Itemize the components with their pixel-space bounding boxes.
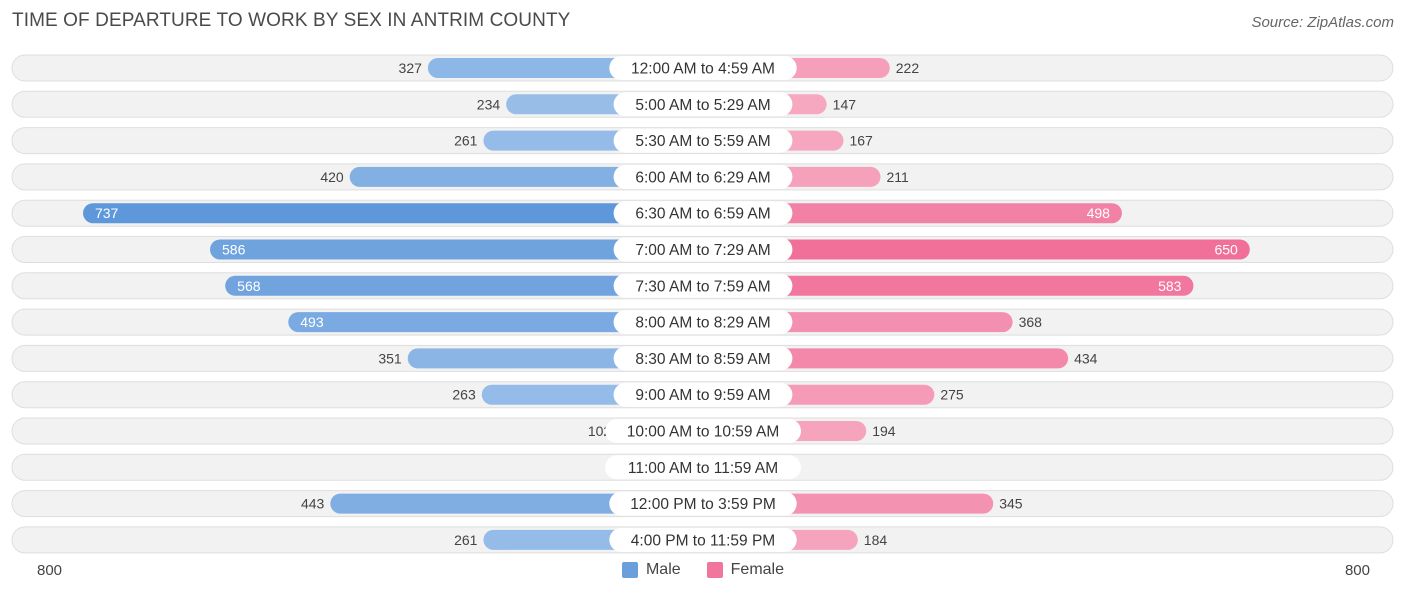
- legend-item-male[interactable]: Male: [621, 561, 681, 579]
- legend: Male Female: [0, 561, 1406, 579]
- category-text: 6:00 AM to 6:29 AM: [635, 169, 770, 186]
- category-text: 4:00 PM to 11:59 PM: [631, 532, 775, 549]
- value-label-male: 568: [237, 278, 261, 294]
- chart-title: TIME OF DEPARTURE TO WORK BY SEX IN ANTR…: [12, 10, 571, 31]
- legend-swatch-male: [621, 562, 638, 578]
- value-label-female: 167: [849, 133, 873, 149]
- value-label-female: 434: [1074, 350, 1098, 366]
- value-label-male: 420: [320, 169, 344, 185]
- bar-male[interactable]: [349, 166, 703, 187]
- category-text: 8:30 AM to 8:59 AM: [635, 351, 770, 368]
- category-label: 8:00 AM to 8:29 AM: [613, 310, 793, 335]
- category-pill: [605, 419, 801, 443]
- value-label-male: 261: [454, 532, 478, 548]
- value-label-female: 275: [940, 387, 964, 403]
- category-label: 4:00 PM to 11:59 PM: [609, 527, 797, 552]
- category-pill: [613, 346, 793, 371]
- category-label: 12:00 AM to 4:59 AM: [609, 56, 797, 80]
- category-pill: [609, 56, 797, 80]
- category-text: 8:00 AM to 8:29 AM: [635, 315, 770, 332]
- bar-male[interactable]: [288, 312, 703, 333]
- bar-female[interactable]: [703, 239, 1250, 260]
- bar-female[interactable]: [703, 275, 1194, 296]
- category-pill: [605, 455, 801, 480]
- value-label-female: 147: [833, 96, 857, 112]
- category-text: 6:30 AM to 6:59 AM: [635, 206, 770, 223]
- axis-right-label: 800: [1344, 562, 1370, 579]
- value-label-male: 586: [222, 242, 246, 258]
- bar-female[interactable]: [703, 203, 1122, 224]
- category-pill: [613, 164, 793, 189]
- category-label: 11:00 AM to 11:59 AM: [605, 455, 801, 480]
- legend-item-female[interactable]: Female: [706, 561, 785, 579]
- value-label-female: 211: [887, 169, 910, 185]
- axis-left-label: 800: [37, 562, 63, 579]
- category-label: 9:00 AM to 9:59 AM: [613, 382, 793, 407]
- category-text: 11:00 AM to 11:59 AM: [628, 460, 778, 477]
- value-label-male: 102: [588, 423, 612, 439]
- category-pill: [613, 201, 793, 226]
- category-pill: [613, 128, 793, 153]
- value-label-male: 234: [477, 96, 501, 112]
- category-pill: [613, 310, 793, 335]
- category-text: 5:00 AM to 5:29 AM: [635, 97, 770, 114]
- category-text: 12:00 AM to 4:59 AM: [631, 61, 775, 78]
- category-pill: [613, 237, 793, 262]
- bar-male[interactable]: [210, 239, 703, 260]
- value-label-female: 583: [1158, 278, 1182, 294]
- legend-label-male: Male: [645, 561, 681, 578]
- category-text: 9:00 AM to 9:59 AM: [635, 387, 770, 404]
- source-label: Source: ZipAtlas.com: [1251, 14, 1394, 31]
- category-label: 12:00 PM to 3:59 PM: [609, 491, 797, 516]
- category-text: 7:00 AM to 7:29 AM: [635, 242, 770, 259]
- category-label: 5:30 AM to 5:59 AM: [613, 128, 793, 153]
- category-pill: [609, 527, 797, 552]
- value-label-female: 498: [1087, 205, 1111, 221]
- category-text: 5:30 AM to 5:59 AM: [635, 133, 770, 150]
- value-label-female: 650: [1214, 242, 1238, 258]
- category-pill: [609, 491, 797, 516]
- value-label-female: 222: [896, 60, 920, 76]
- legend-label-female: Female: [730, 561, 785, 578]
- category-label: 5:00 AM to 5:29 AM: [613, 92, 793, 117]
- value-label-female: 368: [1019, 314, 1043, 330]
- value-label-male: 737: [95, 205, 119, 221]
- value-label-male: 493: [300, 314, 324, 330]
- category-label: 6:00 AM to 6:29 AM: [613, 164, 793, 189]
- value-label-male: 351: [378, 350, 402, 366]
- value-label-male: 443: [301, 496, 325, 512]
- bar-male[interactable]: [225, 275, 704, 296]
- value-label-female: 194: [872, 423, 896, 439]
- category-text: 10:00 AM to 10:59 AM: [627, 424, 780, 441]
- category-label: 7:00 AM to 7:29 AM: [613, 237, 793, 262]
- category-text: 12:00 PM to 3:59 PM: [630, 496, 776, 513]
- bar-male[interactable]: [330, 493, 703, 514]
- bar-male[interactable]: [82, 203, 703, 224]
- category-pill: [613, 92, 793, 117]
- value-label-female: 184: [864, 532, 888, 548]
- category-label: 8:30 AM to 8:59 AM: [613, 346, 793, 371]
- category-label: 7:30 AM to 7:59 AM: [613, 273, 793, 298]
- category-pill: [613, 273, 793, 298]
- value-label-female: 345: [999, 496, 1023, 512]
- category-label: 10:00 AM to 10:59 AM: [605, 419, 801, 443]
- category-pill: [613, 382, 793, 407]
- value-label-male: 327: [399, 60, 423, 76]
- value-label-male: 261: [454, 133, 478, 149]
- category-text: 7:30 AM to 7:59 AM: [635, 278, 770, 295]
- value-label-male: 263: [452, 387, 476, 403]
- bar-female[interactable]: [703, 348, 1069, 369]
- legend-swatch-female: [706, 562, 723, 578]
- category-label: 6:30 AM to 6:59 AM: [613, 201, 793, 226]
